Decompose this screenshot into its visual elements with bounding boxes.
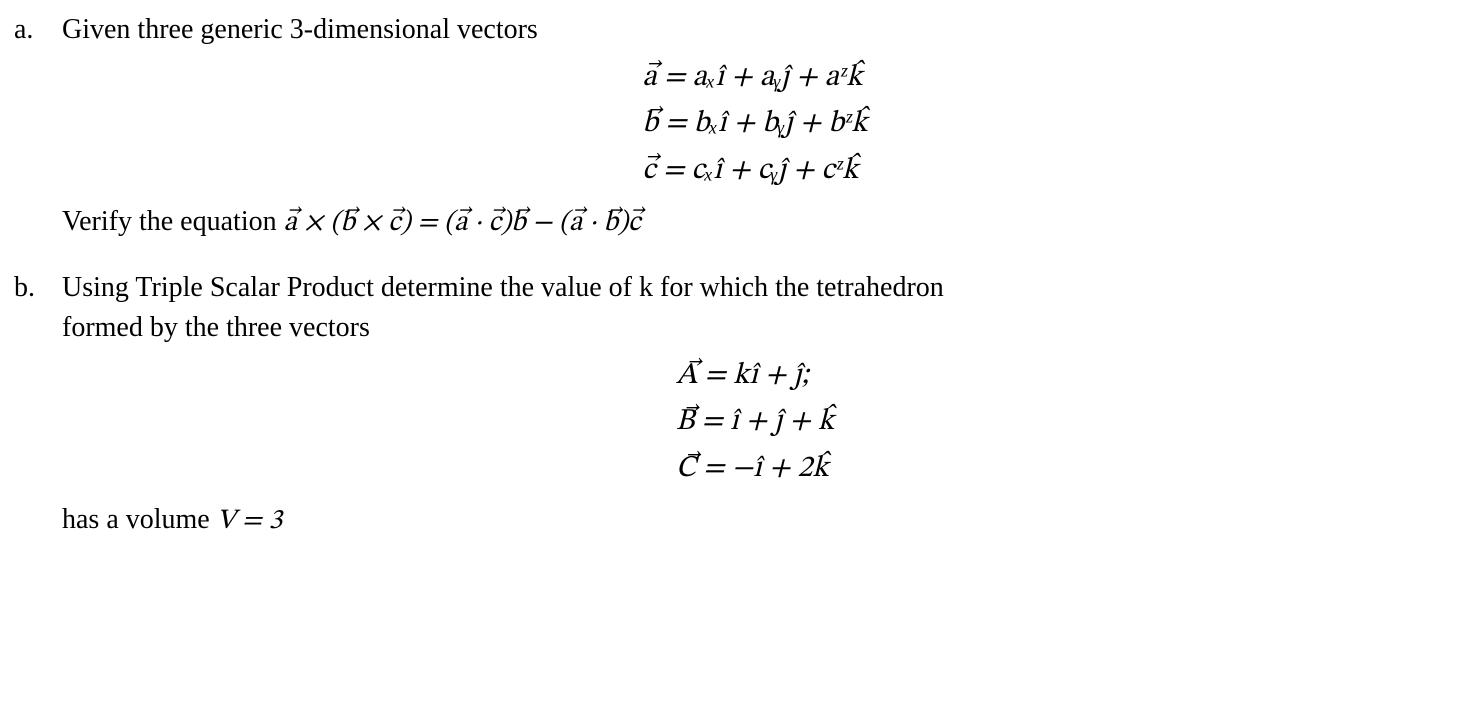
volume-equation: V = 3 (217, 507, 283, 535)
vector-C-equation: C⃗ = −î + 2k̂ (676, 446, 834, 493)
part-a-verify-line: Verify the equation a⃗ × (b⃗ × c⃗) = (a⃗… (60, 202, 1450, 244)
problem-part-b: b. Using Triple Scalar Product determine… (10, 268, 1450, 542)
part-a-vector-definitions: a⃗ = aₓî + aᵧĵ + aᶻk̂ b⃗ = bₓî + bᵧĵ + b… (60, 55, 1450, 195)
part-b-eq-column: A⃗ = kî + ĵ; B⃗ = î + ĵ + k̂ C⃗ = −î + 2… (676, 353, 834, 493)
part-b-vector-definitions: A⃗ = kî + ĵ; B⃗ = î + ĵ + k̂ C⃗ = −î + 2… (60, 353, 1450, 493)
part-b-label: b. (10, 268, 60, 309)
vector-B-equation: B⃗ = î + ĵ + k̂ (676, 399, 834, 446)
part-a-body: Given three generic 3-dimensional vector… (60, 10, 1450, 244)
triple-cross-product-identity: a⃗ × (b⃗ × c⃗) = (a⃗ · c⃗)b⃗ − (a⃗ · b⃗)… (284, 209, 641, 237)
vector-b-equation: b⃗ = bₓî + bᵧĵ + bᶻk̂ (642, 101, 867, 148)
part-b-intro-line2: formed by the three vectors (60, 308, 1450, 349)
vector-a-equation: a⃗ = aₓî + aᵧĵ + aᶻk̂ (642, 55, 867, 102)
vector-c-equation: c⃗ = cₓî + cᵧĵ + cᶻk̂ (642, 148, 867, 195)
part-a-verify-prefix: Verify the equation (62, 206, 284, 237)
part-a-eq-column: a⃗ = aₓî + aᵧĵ + aᶻk̂ b⃗ = bₓî + bᵧĵ + b… (642, 55, 867, 195)
part-a-label: a. (10, 10, 60, 51)
part-b-closing-line: has a volume V = 3 (60, 500, 1450, 542)
part-b-closing-prefix: has a volume (62, 504, 217, 535)
vector-A-equation: A⃗ = kî + ĵ; (676, 353, 834, 400)
part-b-body: Using Triple Scalar Product determine th… (60, 268, 1450, 542)
part-a-intro-text: Given three generic 3-dimensional vector… (60, 10, 1450, 51)
part-b-intro-line1: Using Triple Scalar Product determine th… (60, 268, 1450, 309)
problem-part-a: a. Given three generic 3-dimensional vec… (10, 10, 1450, 244)
math-problem-page: a. Given three generic 3-dimensional vec… (0, 0, 1470, 576)
